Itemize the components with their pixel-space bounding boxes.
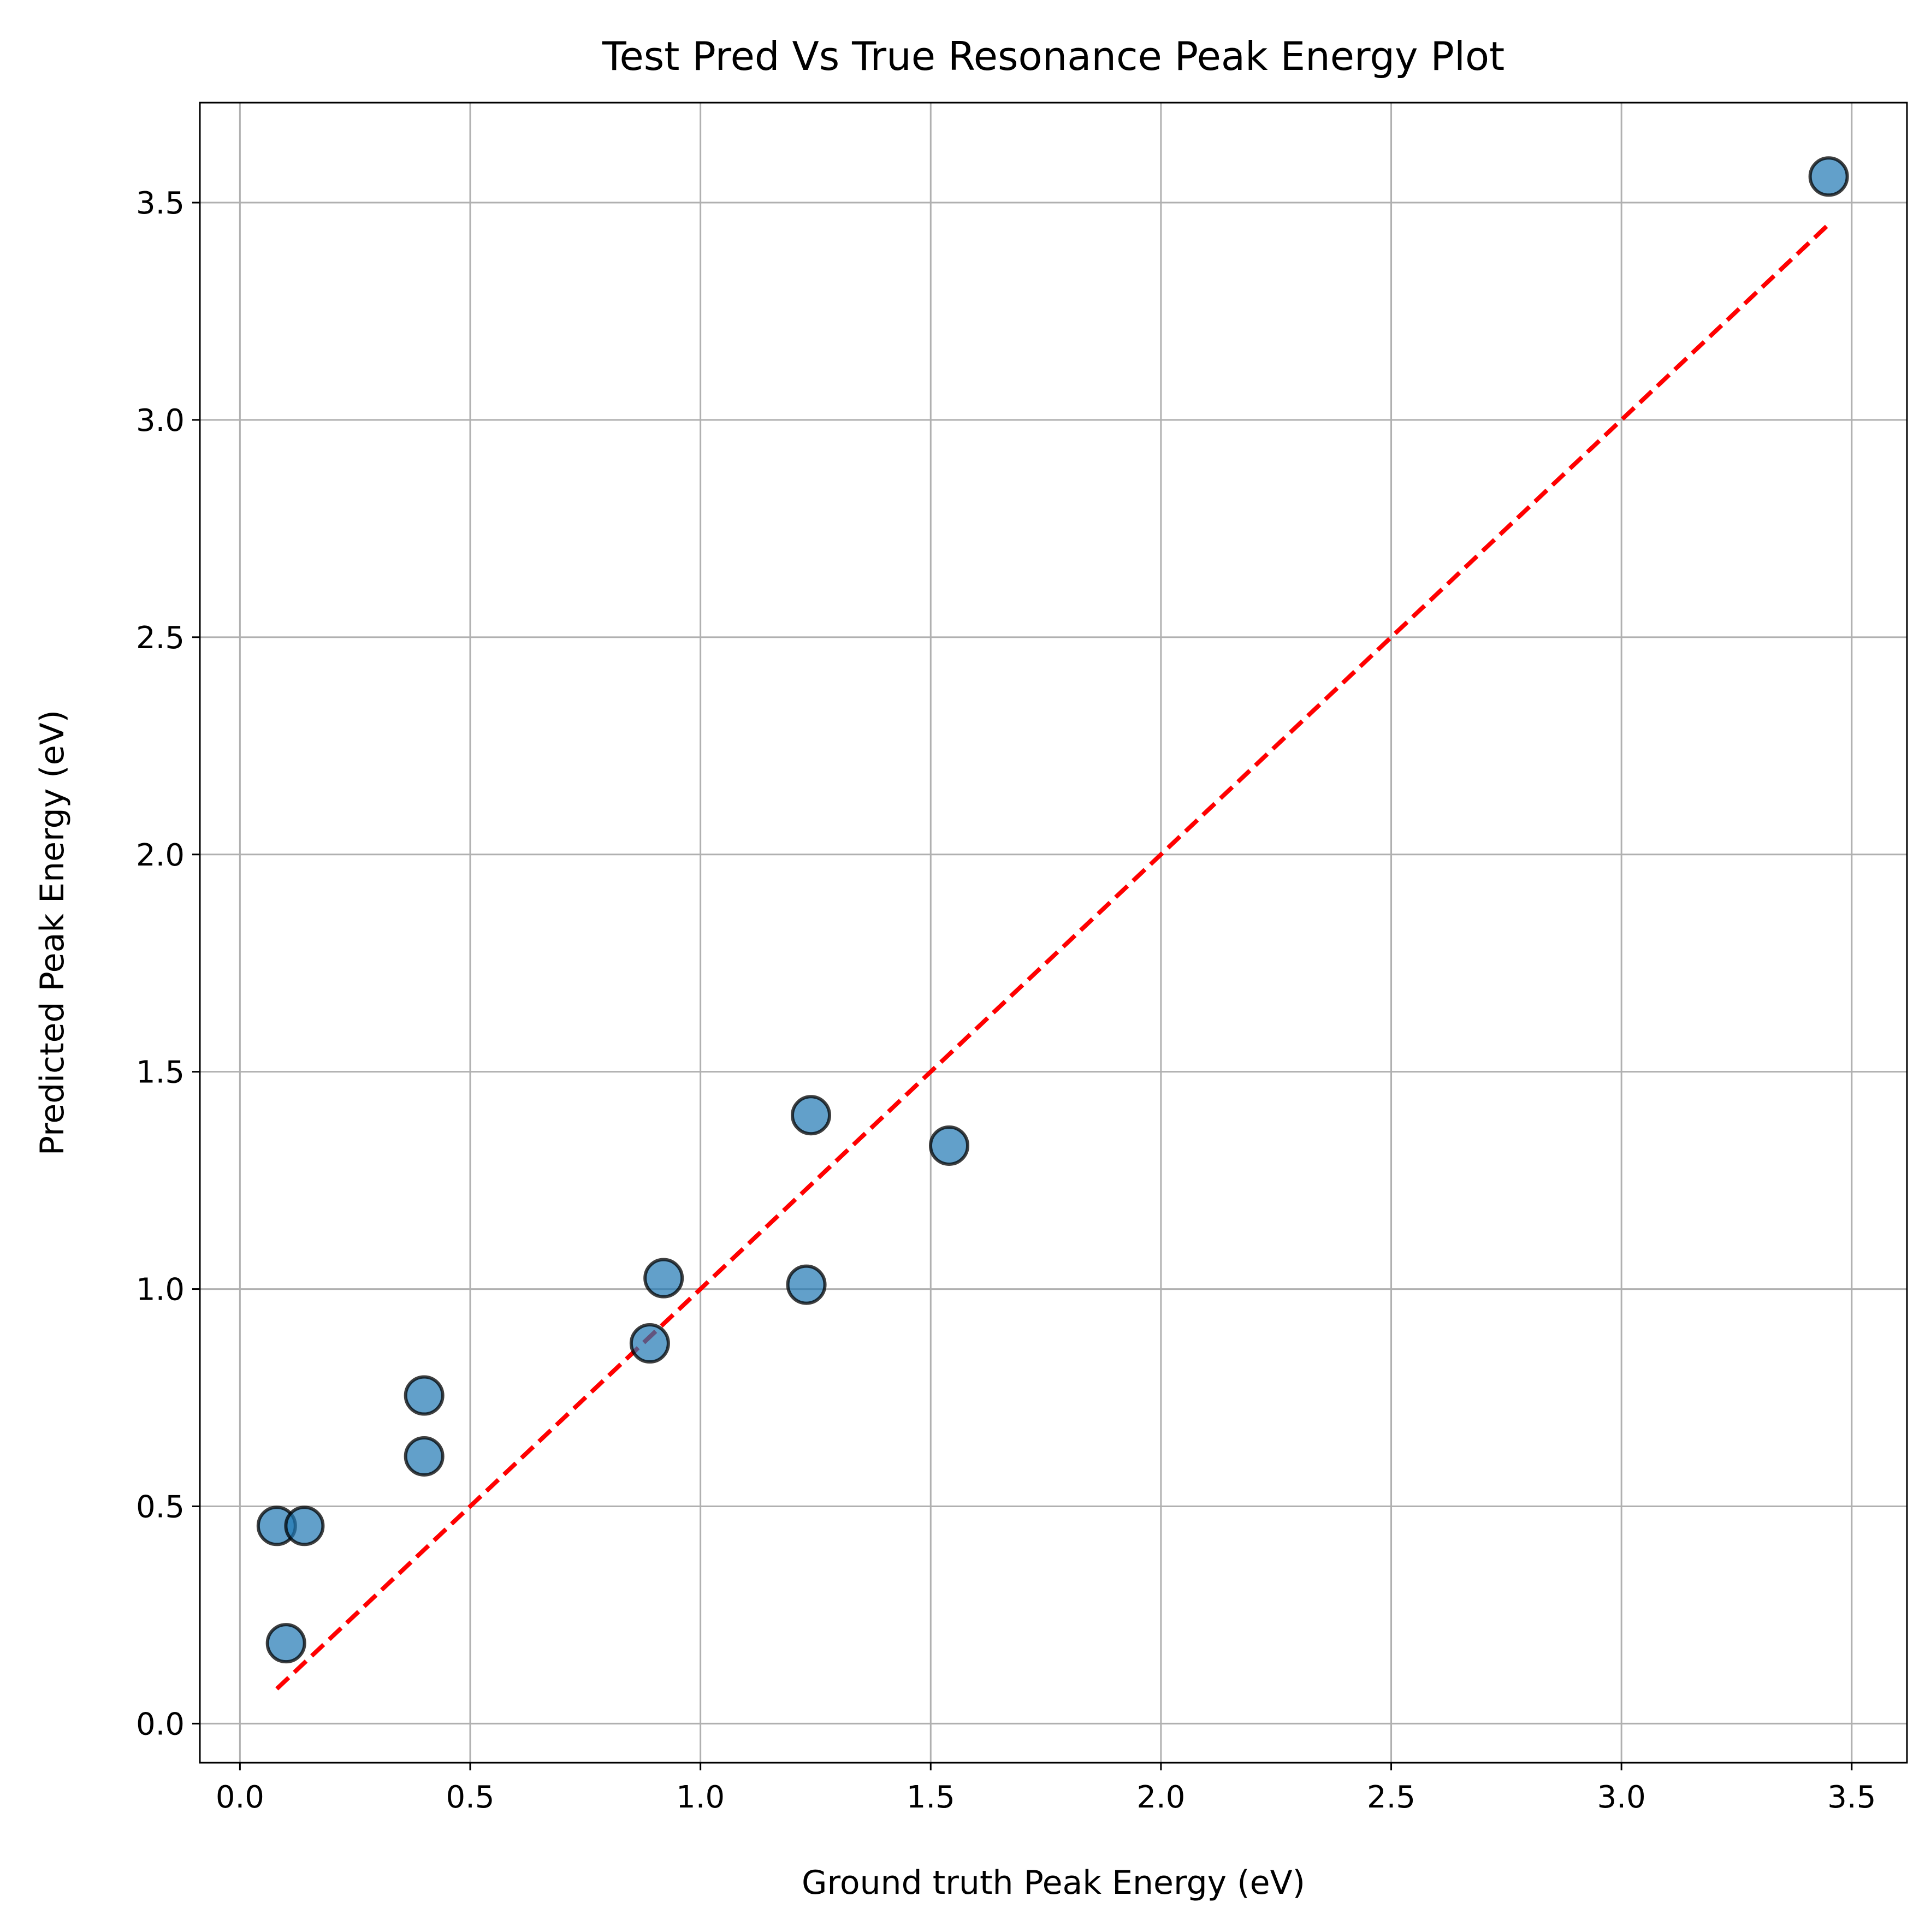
data-point — [284, 1506, 325, 1546]
x-tick-label: 3.0 — [1597, 1780, 1646, 1815]
x-tick-label: 0.0 — [216, 1780, 264, 1815]
data-point — [791, 1095, 832, 1136]
reference-line-group — [275, 222, 1831, 1691]
data-point — [1808, 156, 1849, 197]
data-points — [256, 156, 1849, 1664]
y-tick-label: 2.0 — [136, 838, 185, 873]
data-point — [928, 1125, 969, 1166]
x-tick-label: 1.0 — [676, 1780, 725, 1815]
reference-line — [275, 222, 1831, 1691]
x-tick-label: 1.5 — [907, 1780, 955, 1815]
y-tick-label: 1.0 — [136, 1272, 185, 1308]
chart-title: Test Pred Vs True Resonance Peak Energy … — [602, 33, 1505, 79]
data-point — [404, 1375, 445, 1416]
y-tick-label: 0.0 — [136, 1706, 185, 1742]
x-tick-label: 2.5 — [1367, 1780, 1415, 1815]
y-tick-label: 2.5 — [136, 620, 185, 656]
y-tick-label: 1.5 — [136, 1055, 185, 1091]
y-tick-label: 3.5 — [136, 186, 185, 221]
x-tick-label: 2.0 — [1136, 1780, 1185, 1815]
data-point — [643, 1258, 684, 1299]
grid — [200, 103, 1907, 1763]
y-tick-label: 3.0 — [136, 403, 185, 438]
x-axis-title: Ground truth Peak Energy (eV) — [802, 1864, 1305, 1902]
data-point — [404, 1436, 445, 1477]
y-tick-label: 0.5 — [136, 1489, 185, 1525]
data-point — [629, 1323, 670, 1364]
x-tick-label: 3.5 — [1827, 1780, 1876, 1815]
plot-area-frame — [199, 102, 1908, 1764]
data-point — [265, 1623, 306, 1664]
x-axis-ticks: 0.0 0.5 1.0 1.5 2.0 2.5 3.0 3.5 — [216, 1763, 1876, 1815]
x-tick-label: 0.5 — [446, 1780, 494, 1815]
data-point — [786, 1264, 827, 1305]
y-axis-ticks: 0.0 0.5 1.0 1.5 2.0 2.5 3.0 3.5 — [136, 186, 200, 1742]
y-axis-title: Predicted Peak Energy (eV) — [33, 710, 72, 1155]
